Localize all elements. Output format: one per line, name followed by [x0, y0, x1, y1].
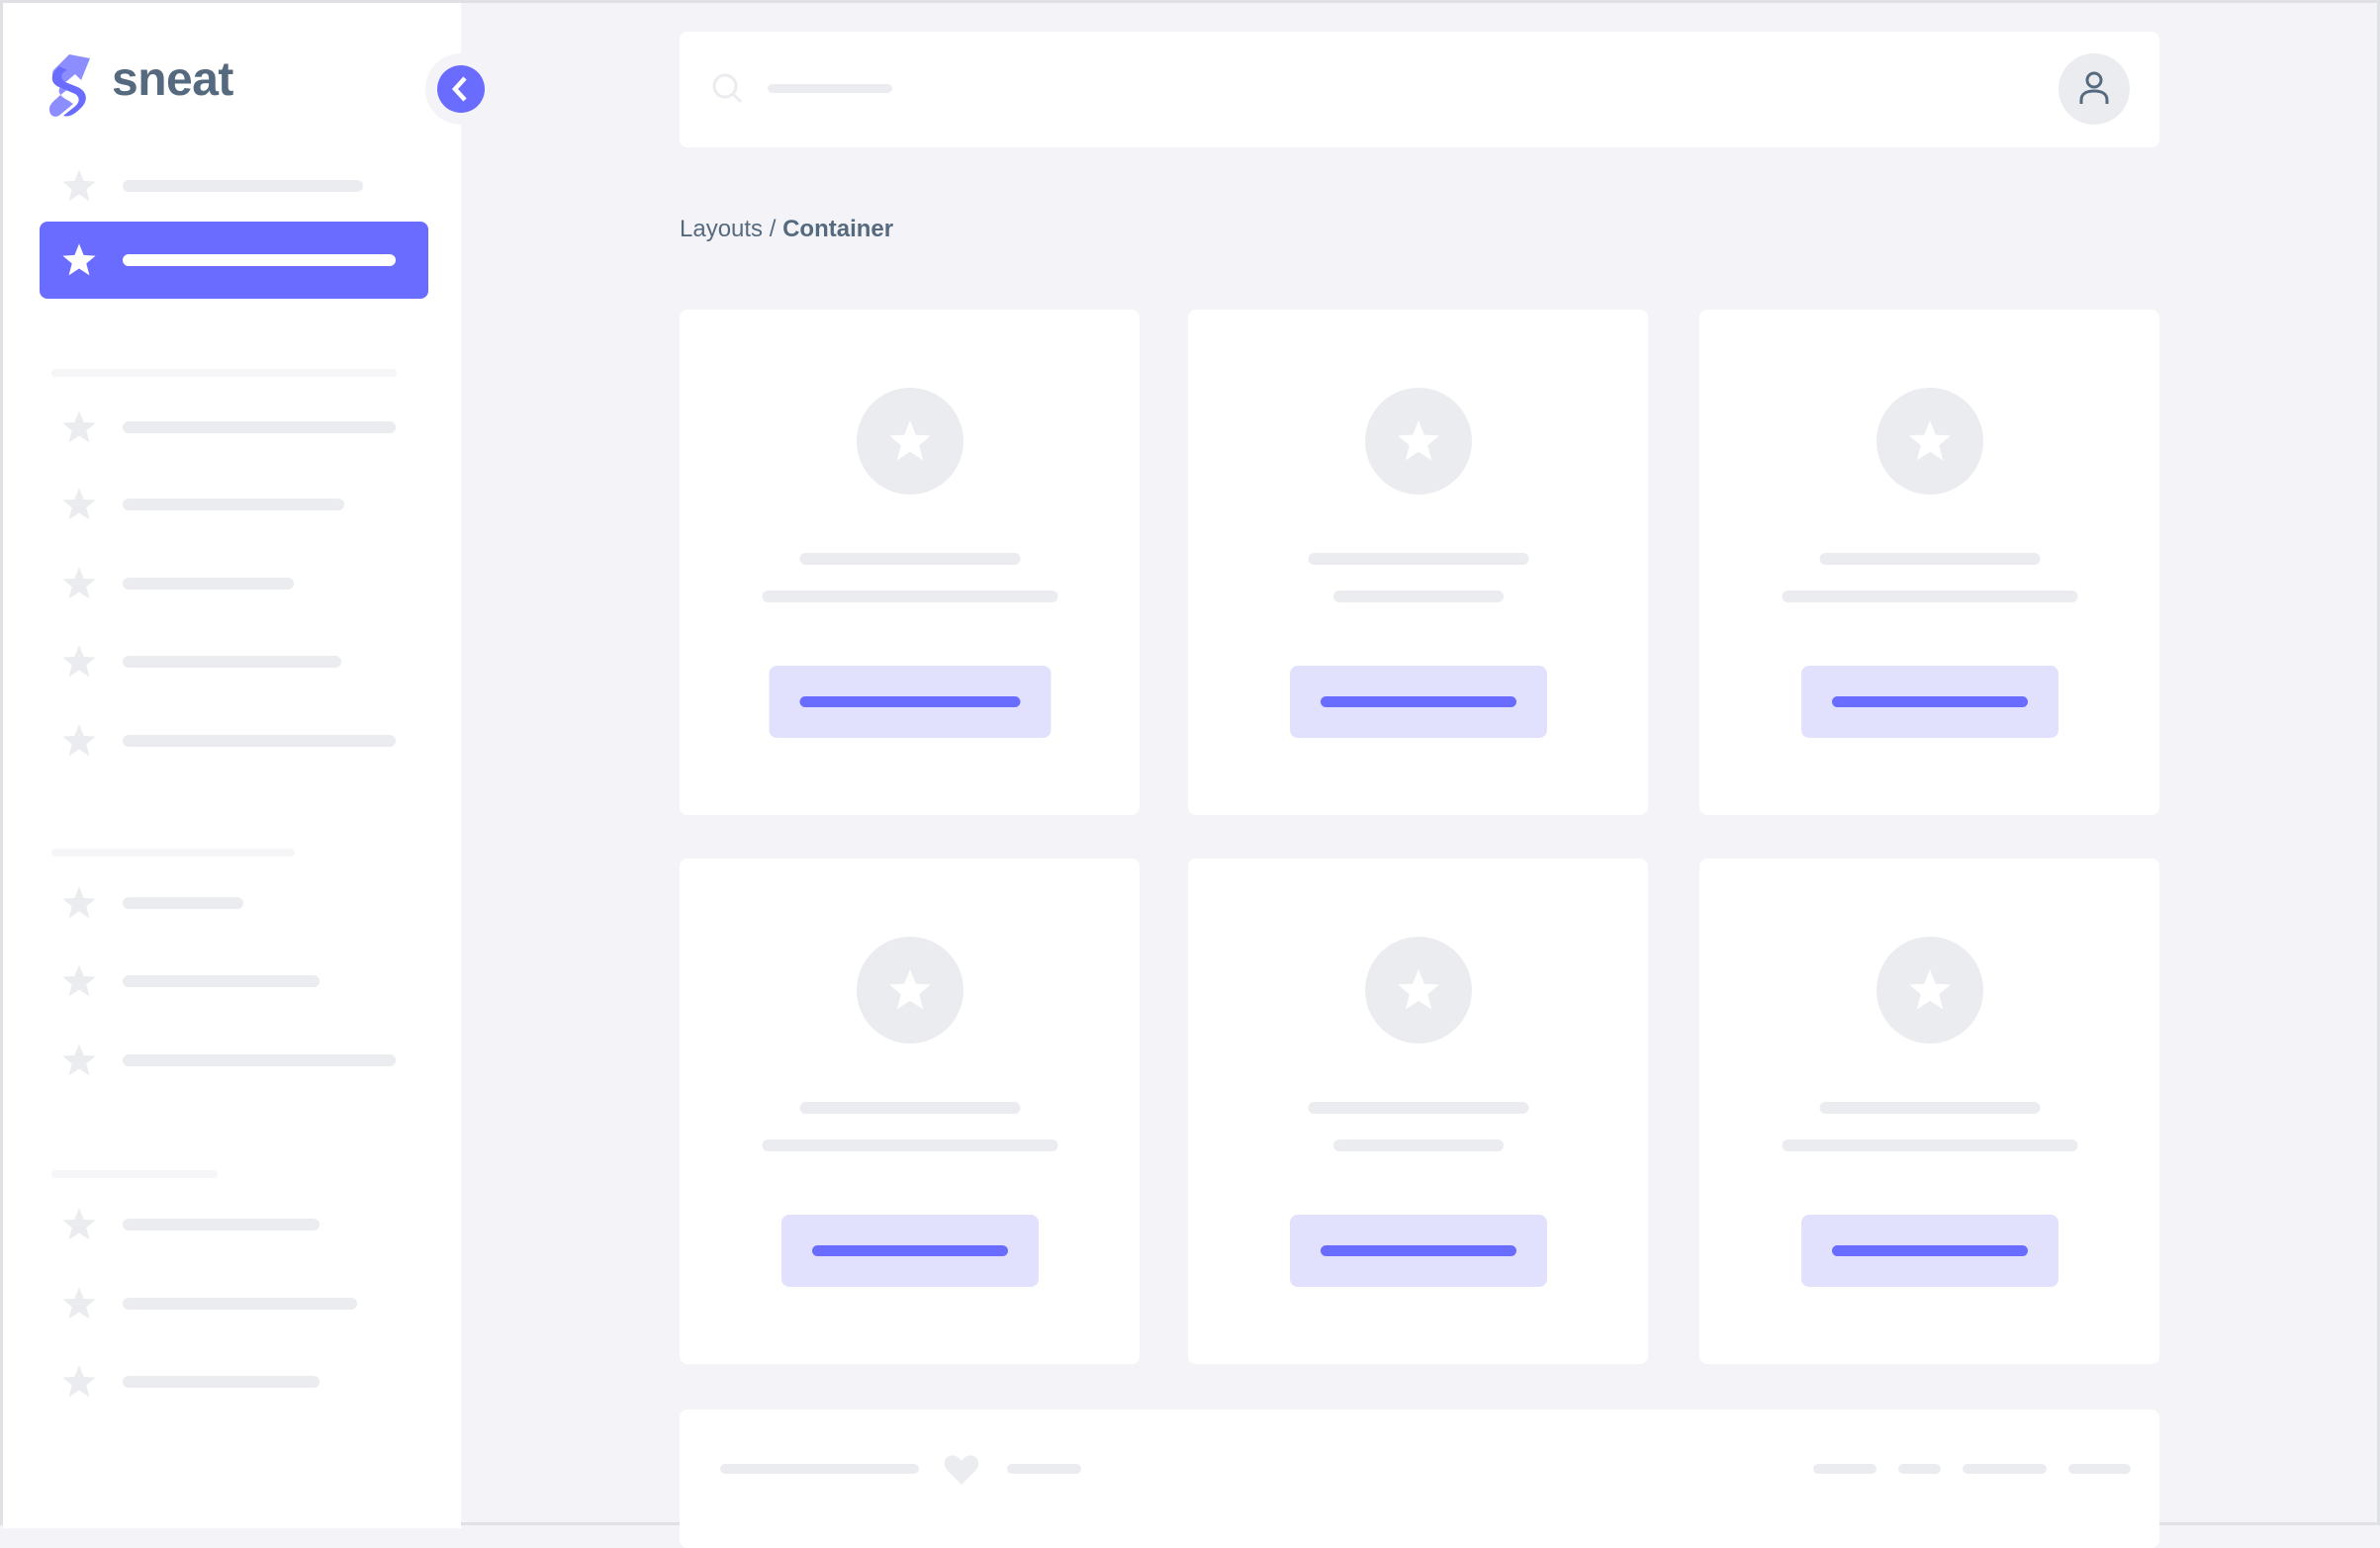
star-icon	[886, 417, 934, 465]
card-icon-circle	[856, 937, 963, 1044]
star-icon	[60, 722, 98, 760]
card	[1188, 859, 1648, 1364]
star-icon	[1906, 966, 1954, 1014]
star-icon	[60, 241, 98, 279]
breadcrumb: Layouts / Container	[680, 216, 893, 243]
star-icon	[60, 1285, 98, 1322]
card-icon-circle	[856, 388, 963, 495]
breadcrumb-parent[interactable]: Layouts	[680, 216, 764, 242]
star-icon	[60, 643, 98, 681]
breadcrumb-separator: /	[769, 216, 777, 242]
footer-link[interactable]	[1963, 1464, 2047, 1474]
user-icon	[2079, 71, 2109, 104]
section-divider	[51, 369, 397, 377]
card	[680, 310, 1140, 815]
breadcrumb-current: Container	[782, 216, 894, 242]
card-icon-circle	[1876, 388, 1983, 495]
avatar[interactable]	[2059, 53, 2130, 125]
brand-name: sneat	[112, 53, 233, 106]
search-icon[interactable]	[711, 72, 745, 106]
star-icon	[60, 167, 98, 205]
card-button[interactable]	[1289, 1215, 1547, 1287]
sidebar-collapse-button[interactable]	[425, 53, 497, 125]
section-divider	[51, 849, 295, 857]
footer-link[interactable]	[1813, 1464, 1877, 1474]
star-icon	[1906, 417, 1954, 465]
star-icon	[60, 884, 98, 922]
card-button[interactable]	[769, 666, 1051, 738]
card	[1699, 310, 2159, 815]
card	[680, 859, 1140, 1364]
card-icon-circle	[1364, 388, 1472, 495]
star-icon	[1395, 417, 1442, 465]
navbar	[680, 32, 2159, 147]
logo-icon	[46, 48, 101, 122]
sidebar-item-active[interactable]	[40, 222, 428, 299]
sidebar: sneat	[3, 3, 461, 1528]
card	[1699, 859, 2159, 1364]
card-button[interactable]	[1800, 666, 2059, 738]
card-button[interactable]	[780, 1215, 1039, 1287]
star-icon	[60, 1206, 98, 1243]
card-button[interactable]	[1289, 666, 1547, 738]
footer-link[interactable]	[2068, 1464, 2131, 1474]
section-divider	[51, 1170, 218, 1178]
star-icon	[60, 409, 98, 446]
card	[1188, 310, 1648, 815]
heart-icon	[944, 1455, 979, 1485]
star-icon	[1395, 966, 1442, 1014]
card-button[interactable]	[1800, 1215, 2059, 1287]
search-input[interactable]	[768, 84, 892, 93]
footer-link[interactable]	[1007, 1464, 1081, 1474]
chevron-left-icon	[437, 65, 485, 113]
star-icon	[60, 565, 98, 602]
footer	[680, 1410, 2159, 1548]
card-icon-circle	[1364, 937, 1472, 1044]
card-icon-circle	[1876, 937, 1983, 1044]
star-icon	[60, 962, 98, 1000]
star-icon	[60, 1042, 98, 1079]
star-icon	[886, 966, 934, 1014]
star-icon	[60, 1363, 98, 1401]
star-icon	[60, 486, 98, 523]
footer-link[interactable]	[1898, 1464, 1941, 1474]
